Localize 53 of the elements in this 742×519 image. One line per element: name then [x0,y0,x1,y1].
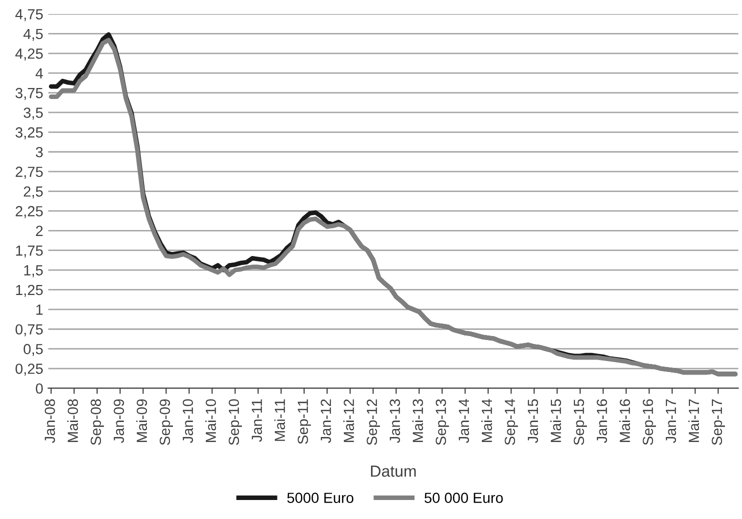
x-tick-label: Jan-16 [596,399,608,443]
x-tick-label: Sep-17 [712,399,725,445]
y-tick-label: 0,25 [16,364,43,376]
y-tick-label: 2,5 [24,186,43,198]
y-tick-label: 4,5 [23,28,43,41]
x-tick-label: Sep-10 [228,399,242,445]
x-tick-label: Mai-12 [343,399,354,442]
y-tick-label: 4,25 [15,48,43,61]
x-tick-label: Sep-09 [160,399,173,445]
y-tick-label: 0,75 [16,324,43,336]
legend-label: 50 000 Euro [424,492,503,503]
y-tick-label: 2,75 [16,166,43,179]
x-tick-label: Jan-14 [458,399,470,443]
x-tick-label: Sep-13 [436,399,449,445]
x-tick-label: Jan-15 [528,399,538,443]
x-tick-label: Sep-14 [504,399,518,445]
x-tick-label: Jan-10 [182,399,194,443]
y-tick-label: 4 [36,68,43,78]
x-tick-label: Mai-17 [688,399,700,442]
y-tick-label: 3 [36,146,43,158]
x-tick-label: Mai-10 [205,399,216,442]
x-tick-label: Mai-11 [274,399,286,441]
y-tick-label: 0,5 [24,344,43,356]
x-tick-label: Sep-08 [90,399,104,445]
x-tick-label: Jan-13 [390,399,400,443]
legend-label: 5000 Euro [287,492,354,503]
y-tick-label: 1,25 [16,284,43,297]
y-tick-label: 1 [36,304,43,315]
y-tick-label: 2,25 [16,206,43,218]
y-tick-label: 2 [36,226,43,236]
x-tick-label: Jan-08 [44,399,56,443]
x-tick-label: Mai-13 [412,399,424,442]
x-tick-label: Sep-15 [574,399,587,445]
y-tick-label: 4,75 [15,9,43,22]
x-tick-label: Sep-12 [366,399,380,445]
y-tick-label: 3,5 [24,108,43,120]
x-tick-label: Mai-09 [136,399,148,442]
x-tick-label: Mai-16 [619,399,630,442]
x-tick-label: Mai-14 [481,399,492,442]
x-tick-label: Sep-16 [642,399,656,445]
x-tick-label: Jan-11 [252,399,262,442]
x-tick-label: Mai-15 [550,399,562,442]
y-tick-label: 1,5 [24,265,43,278]
y-tick-label: 0 [36,383,43,394]
y-tick-label: 3,75 [16,88,43,100]
x-tick-label: Jan-17 [666,399,676,443]
x-tick-label: Jan-12 [320,399,332,443]
y-tick-label: 1,75 [16,246,43,258]
x-axis-title: Datum [371,466,416,477]
x-tick-label: Sep-11 [298,399,311,444]
x-tick-label: Jan-09 [114,399,124,443]
y-tick-label: 3,25 [16,127,43,140]
x-tick-label: Mai-08 [67,399,78,442]
